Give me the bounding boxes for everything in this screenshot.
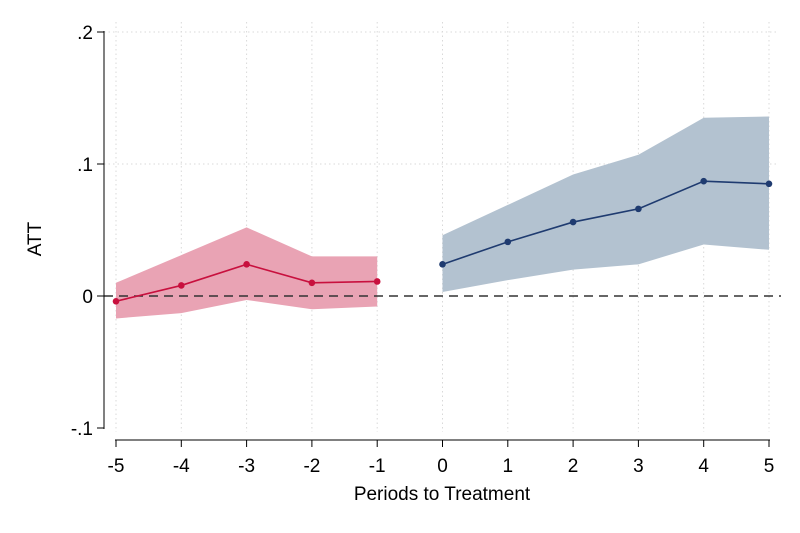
y-axis-title: ATT	[25, 221, 46, 256]
confidence-band-series-0	[116, 227, 378, 319]
x-tick-label-6: 1	[503, 456, 514, 477]
data-point-s1-2	[569, 218, 577, 226]
x-tick-label-7: 2	[568, 456, 579, 477]
series-points	[112, 177, 773, 305]
data-point-s0-4	[373, 278, 381, 285]
series-line-1	[442, 180, 770, 266]
tick-labels: -.1 0 .1 .2 -5 -4 -3 -2 -1 0 1 2 3 4 5	[71, 23, 774, 477]
data-point-s1-0	[439, 261, 446, 268]
data-point-s0-2	[243, 261, 250, 268]
y-tick-label-3: .2	[77, 23, 93, 44]
x-axis-title: Periods to Treatment	[354, 484, 531, 505]
data-point-s1-4	[700, 177, 707, 185]
data-point-s1-5	[765, 180, 773, 188]
x-tick-label-9: 4	[698, 456, 709, 477]
x-tick-label-5: 0	[437, 456, 448, 477]
axes	[97, 31, 770, 447]
confidence-band-series-1	[442, 116, 769, 293]
confidence-bands	[116, 116, 769, 319]
x-tick-label-10: 5	[764, 456, 775, 477]
y-tick-label-1: 0	[82, 287, 93, 308]
y-tick-label-2: .1	[77, 155, 93, 176]
data-point-s1-3	[635, 205, 642, 213]
data-point-s0-3	[308, 279, 316, 287]
x-tick-label-4: -1	[369, 456, 386, 477]
data-point-s0-1	[178, 282, 185, 289]
x-tick-label-8: 3	[633, 456, 644, 477]
y-tick-label-0: -.1	[71, 419, 93, 440]
x-tick-label-0: -5	[108, 456, 125, 477]
x-tick-label-1: -4	[173, 456, 190, 477]
data-point-s1-1	[504, 238, 512, 246]
x-tick-label-3: -2	[303, 456, 320, 477]
data-point-s0-0	[112, 297, 120, 305]
x-tick-label-2: -3	[238, 456, 255, 477]
